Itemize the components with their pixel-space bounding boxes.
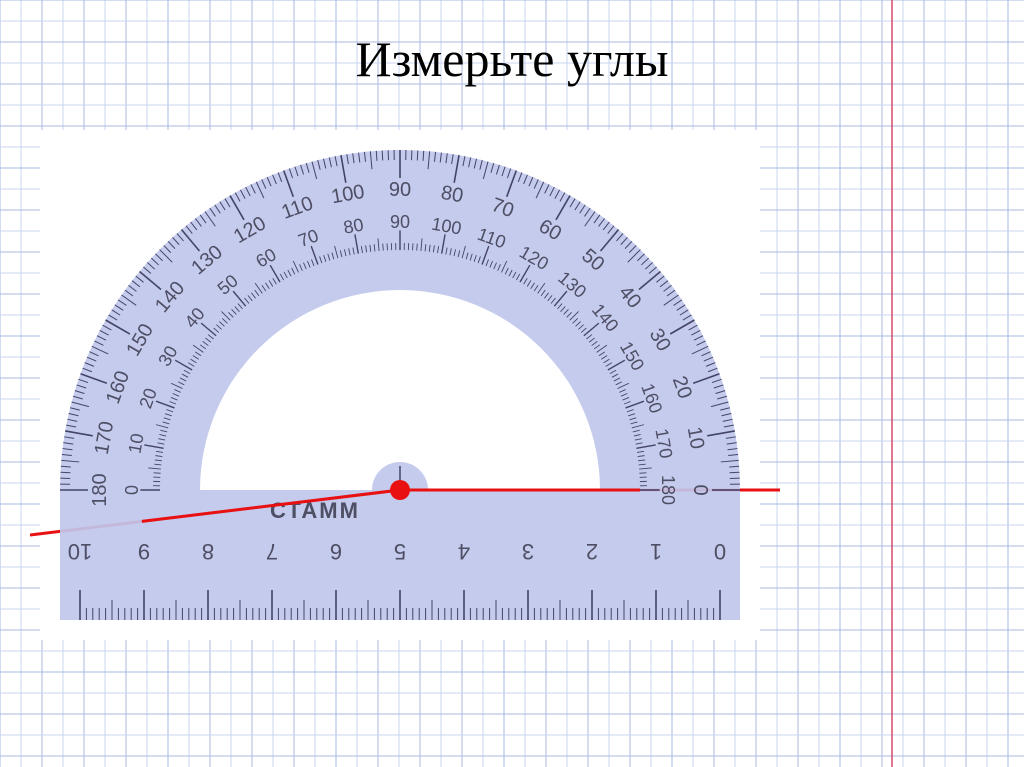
svg-text:4: 4 [458,539,470,564]
protractor-diagram: 0180101702016030150401405013060120701108… [30,100,780,720]
svg-text:1: 1 [650,539,662,564]
svg-text:5: 5 [394,539,406,564]
svg-text:90: 90 [390,212,410,232]
svg-text:6: 6 [330,539,342,564]
svg-text:2: 2 [586,539,598,564]
canvas: Измерьте углы 01801017020160301504014050… [0,0,1024,767]
page-title: Измерьте углы [0,30,1024,88]
svg-text:3: 3 [522,539,534,564]
svg-text:9: 9 [138,539,150,564]
svg-text:0: 0 [689,484,711,495]
svg-text:80: 80 [439,182,465,208]
svg-text:80: 80 [342,214,365,237]
svg-text:10: 10 [68,539,92,564]
svg-text:90: 90 [389,179,411,201]
svg-text:10: 10 [683,425,709,451]
svg-text:8: 8 [202,539,214,564]
svg-text:180: 180 [658,475,678,505]
svg-text:7: 7 [266,539,278,564]
svg-text:0: 0 [122,485,142,495]
svg-text:0: 0 [714,539,726,564]
svg-text:10: 10 [124,432,147,455]
svg-text:180: 180 [89,473,111,506]
